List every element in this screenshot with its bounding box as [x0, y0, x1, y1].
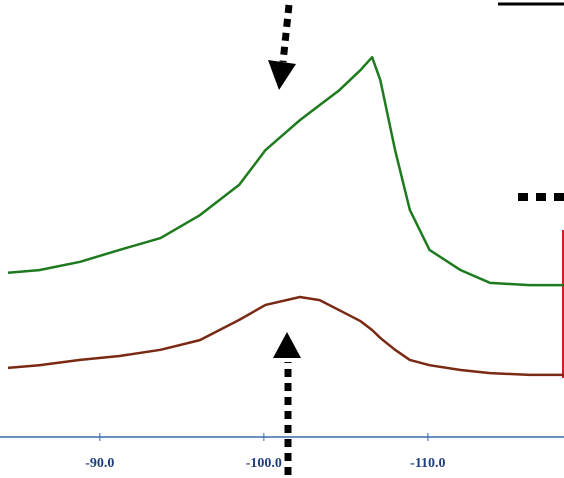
- arrow-bottom: [273, 332, 301, 475]
- x-tick-label: -90.0: [85, 456, 114, 471]
- x-tick-label: -110.0: [410, 456, 445, 471]
- x-tick-label: -100.0: [246, 456, 282, 471]
- series-line: [7, 55, 564, 287]
- series-line: [7, 295, 564, 377]
- arrow-top: [268, 4, 296, 90]
